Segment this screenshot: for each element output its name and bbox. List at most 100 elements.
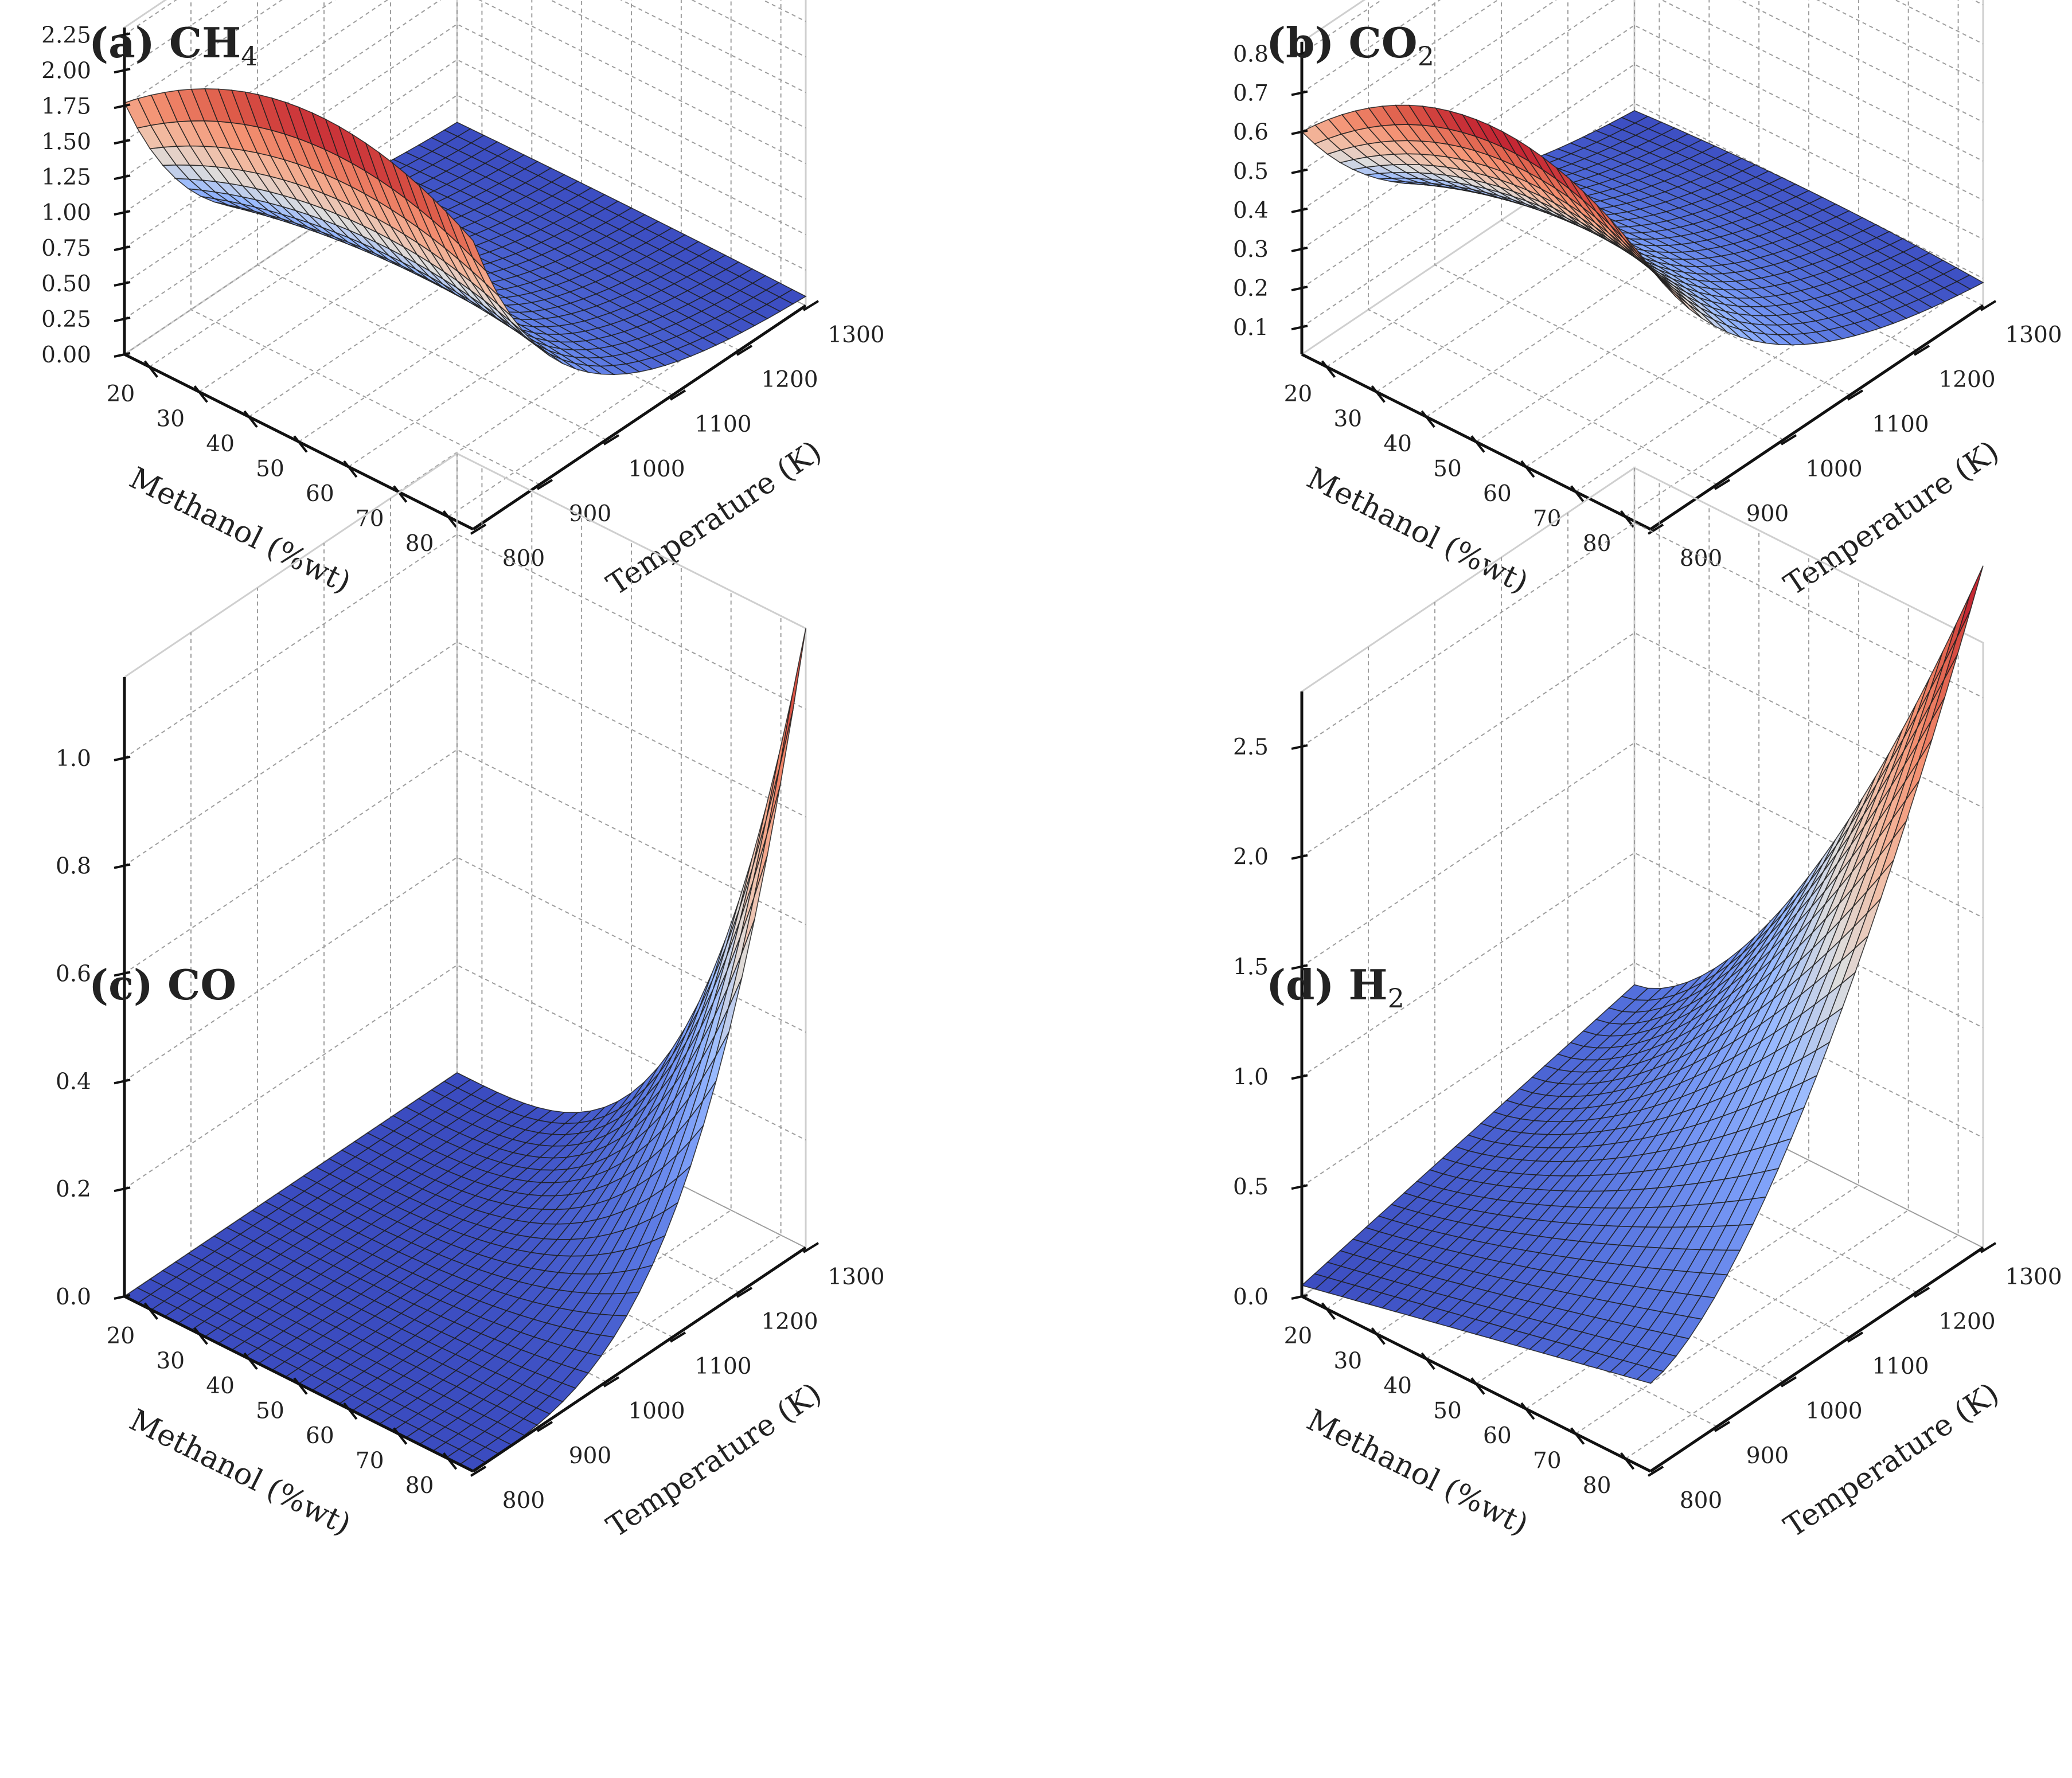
methanol-tick-mark	[1470, 1377, 1485, 1395]
axes: 0.00 0.25 0.50 0.75 1.00 1.25 1.50 1.75 2.00 2.25…	[41, 22, 884, 572]
z-tick-label: 0.4	[1233, 198, 1269, 224]
z-tick-mark	[1291, 1184, 1308, 1190]
methanol-tick-label: 20	[1284, 381, 1313, 407]
z-tick-mark	[114, 971, 131, 977]
surface	[1301, 104, 1984, 346]
z-tick-label: 0.3	[1233, 237, 1269, 263]
panel-title-subscript: 4	[241, 41, 257, 72]
methanol-tick-mark	[393, 1427, 408, 1445]
methanol-tick-mark	[193, 385, 208, 403]
methanol-tick-label: 50	[1433, 1398, 1462, 1424]
methanol-tick-label: 20	[107, 381, 135, 407]
temperature-tick-label: 1300	[828, 1264, 884, 1290]
z-tick-mark	[1291, 207, 1308, 213]
z-tick-label: 0.5	[1233, 1174, 1269, 1200]
z-tick-mark	[1291, 1294, 1308, 1300]
z-tick-mark	[1291, 286, 1308, 292]
temperature-tick-label: 900	[1746, 501, 1789, 527]
methanol-tick-label: 50	[1433, 456, 1462, 482]
z-tick-label: 0.0	[56, 1284, 91, 1310]
panel-title: (c) CO	[89, 960, 236, 1009]
panel-title: (b) CO2	[1266, 18, 1434, 72]
temperature-tick-label: 1200	[761, 367, 818, 393]
z-tick-label: 2.0	[1233, 845, 1269, 870]
z-tick-mark	[114, 103, 131, 110]
pane-edge-right	[1633, 0, 1984, 306]
temperature-tick-label: 900	[569, 501, 611, 527]
grid-line-temperature	[1501, 0, 1851, 396]
methanol-tick-label: 40	[206, 431, 235, 457]
temperature-tick-label: 1200	[761, 1309, 818, 1335]
z-tick-label: 2.25	[41, 22, 91, 48]
temperature-tick-label: 1100	[1872, 412, 1929, 437]
temperature-tick-mark	[669, 1331, 686, 1343]
z-tick-mark	[114, 32, 131, 38]
methanol-tick-mark	[1570, 1427, 1585, 1445]
temperature-tick-mark	[1847, 1331, 1864, 1343]
methanol-tick-label: 60	[1483, 481, 1512, 507]
pane-edge-right	[1633, 466, 1984, 1248]
z-tick-label: 2.00	[41, 58, 91, 84]
temperature-tick-label: 1200	[1938, 367, 1995, 393]
z-tick-label: 0.50	[41, 271, 91, 297]
methanol-tick-label: 70	[1533, 1448, 1562, 1474]
temperature-tick-label: 800	[1680, 546, 1722, 572]
methanol-tick-mark	[1371, 385, 1386, 403]
methanol-tick-mark	[143, 360, 159, 378]
z-tick-label: 1.75	[41, 93, 91, 119]
grid-line-methanol	[198, 491, 533, 1335]
methanol-tick-mark	[293, 1377, 308, 1395]
methanol-tick-mark	[243, 1352, 258, 1370]
temperature-tick-mark	[1913, 345, 1930, 356]
methanol-tick-mark	[193, 1327, 208, 1345]
temperature-tick-mark	[669, 389, 686, 401]
z-tick-label: 1.25	[41, 165, 91, 190]
temperature-tick-label: 1000	[628, 456, 685, 482]
z-tick-mark	[114, 174, 131, 181]
z-tick-mark	[1291, 1074, 1308, 1080]
temperature-tick-mark	[536, 1421, 553, 1432]
grid-line-methanol	[149, 466, 483, 1310]
grid-line-methanol	[248, 515, 583, 1359]
panel-title: (d) H2	[1266, 960, 1404, 1014]
grid-line-methanol	[298, 541, 632, 1385]
grid-line-temperature	[1434, 0, 1784, 440]
temperature-tick-label: 1100	[694, 1354, 751, 1380]
methanol-tick-label: 70	[356, 1448, 384, 1474]
z-tick-mark	[1291, 744, 1308, 750]
z-tick-mark	[114, 1186, 131, 1193]
temperature-tick-mark	[736, 1287, 753, 1298]
z-tick-label: 0.6	[1233, 120, 1269, 146]
temperature-tick-mark	[1647, 1466, 1664, 1477]
z-tick-mark	[1291, 129, 1308, 135]
temperature-tick-mark	[802, 300, 820, 311]
temperature-tick-mark	[1980, 300, 1997, 311]
methanol-tick-mark	[143, 1302, 159, 1320]
grid-line-temperature	[1368, 0, 1718, 485]
temperature-tick-mark	[1714, 479, 1731, 490]
z-tick-mark	[114, 139, 131, 145]
panel-d: 0.0 0.5 1.0 1.5 2.0 2.5 20 30 40 50 60 70 80 800 900 10…	[1233, 466, 2062, 1545]
surface	[1301, 565, 1984, 1384]
methanol-tick-label: 20	[1284, 1323, 1313, 1349]
z-tick-mark	[1291, 168, 1308, 174]
methanol-tick-label: 30	[156, 1348, 185, 1374]
methanol-tick-mark	[243, 410, 258, 428]
surface-cell	[459, 225, 487, 272]
z-tick-mark	[114, 755, 131, 761]
panel-title-main: (d) H	[1266, 960, 1388, 1009]
z-tick-label: 0.8	[56, 854, 91, 880]
methanol-tick-mark	[393, 485, 408, 503]
methanol-tick-mark	[343, 1402, 358, 1420]
z-tick-mark	[1291, 854, 1308, 860]
z-tick-mark	[1291, 51, 1308, 57]
z-tick-mark	[1291, 90, 1308, 96]
panel-title-main: (a) CH	[89, 18, 241, 67]
panel-title-main: (b) CO	[1266, 18, 1418, 67]
temperature-tick-label: 900	[1746, 1443, 1789, 1469]
z-tick-mark	[114, 1294, 131, 1300]
temperature-tick-label: 800	[1680, 1488, 1722, 1514]
z-tick-label: 0.75	[41, 236, 91, 261]
temperature-axis-line	[472, 304, 807, 531]
z-tick-label: 2.5	[1233, 734, 1269, 760]
